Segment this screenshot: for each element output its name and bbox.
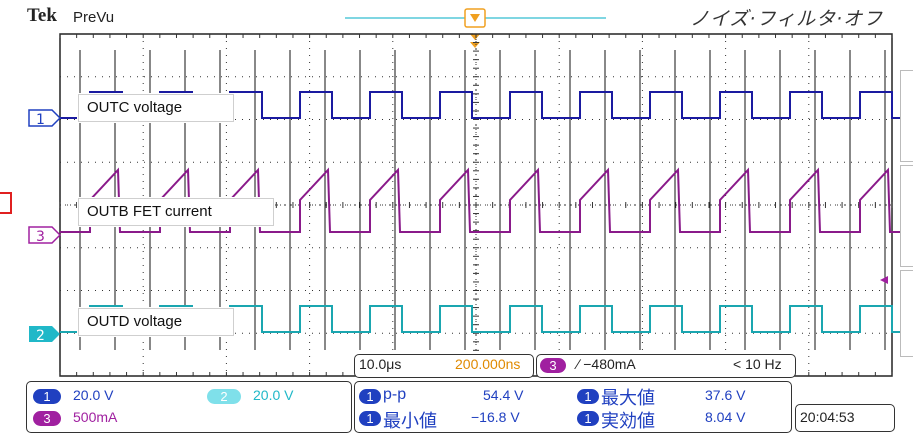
meas-badge: 1 xyxy=(577,389,599,404)
meas-value: 54.4 V xyxy=(483,387,524,403)
trigger-point-icon xyxy=(470,34,480,40)
ch3-scale: 500mA xyxy=(73,409,118,425)
ch1-badge: 1 xyxy=(33,389,61,404)
trigger-point-icon xyxy=(470,42,480,48)
meas-value: −16.8 V xyxy=(471,409,520,425)
ch1-marker-icon: 1 xyxy=(28,109,62,128)
timebase-readout[interactable]: 10.0μs 200.000ns xyxy=(354,354,534,378)
ch3-badge: 3 xyxy=(33,411,61,426)
clock-time: 20:04:53 xyxy=(800,409,855,425)
svg-text:1: 1 xyxy=(36,112,45,128)
time-per-division: 10.0μs xyxy=(359,356,402,372)
side-tab xyxy=(900,165,913,267)
svg-text:2: 2 xyxy=(36,328,45,344)
vertical-settings-panel[interactable]: 1 20.0 V 2 20.0 V 3 500mA xyxy=(26,381,352,433)
ch2-scale: 20.0 V xyxy=(253,387,294,403)
ch1-scale: 20.0 V xyxy=(73,387,114,403)
svg-text:3: 3 xyxy=(36,229,45,245)
ch2-badge: 2 xyxy=(207,389,241,404)
meas-name: p-p xyxy=(383,386,407,403)
annotation-bracket xyxy=(0,192,12,214)
meas-badge: 1 xyxy=(577,411,599,426)
meas-name: 最大値 xyxy=(601,388,655,408)
acquisition-mode: PreVu xyxy=(73,9,115,26)
trigger-frequency: < 10 Hz xyxy=(733,356,782,372)
callout-outb-fet-current: OUTB FET current xyxy=(78,198,274,226)
meas-value: 8.04 V xyxy=(705,409,746,425)
meas-name: 実効値 xyxy=(601,411,655,431)
meas-badge: 1 xyxy=(359,411,381,426)
meas-value: 37.6 V xyxy=(705,387,746,403)
sample-interval: 200.000ns xyxy=(455,356,521,372)
trigger-source-badge: 3 xyxy=(540,358,566,373)
side-tab xyxy=(900,270,913,357)
ch2-marker-icon: 2 xyxy=(29,326,60,344)
meas-name: 最小値 xyxy=(383,411,437,431)
brand-logo: Tek xyxy=(27,5,57,26)
meas-badge: 1 xyxy=(359,389,381,404)
trigger-arrow-icon xyxy=(470,14,480,22)
side-tab xyxy=(900,70,913,162)
noise-filter-status: ノイズ·フィルタ·オフ xyxy=(690,8,884,30)
callout-outc-voltage: OUTC voltage xyxy=(78,94,234,122)
trigger-readout[interactable]: 3 ∕ −480mA < 10 Hz xyxy=(536,354,796,378)
trigger-level-icon xyxy=(880,276,888,284)
clock-readout: 20:04:53 xyxy=(795,404,895,432)
callout-outd-voltage: OUTD voltage xyxy=(78,308,234,336)
trigger-level: ∕ −480mA xyxy=(577,356,636,372)
measurements-panel[interactable]: 1 p-p 54.4 V 1 最大値 37.6 V 1 最小値 −16.8 V … xyxy=(354,381,792,433)
ch3-marker-icon: 3 xyxy=(28,226,62,245)
